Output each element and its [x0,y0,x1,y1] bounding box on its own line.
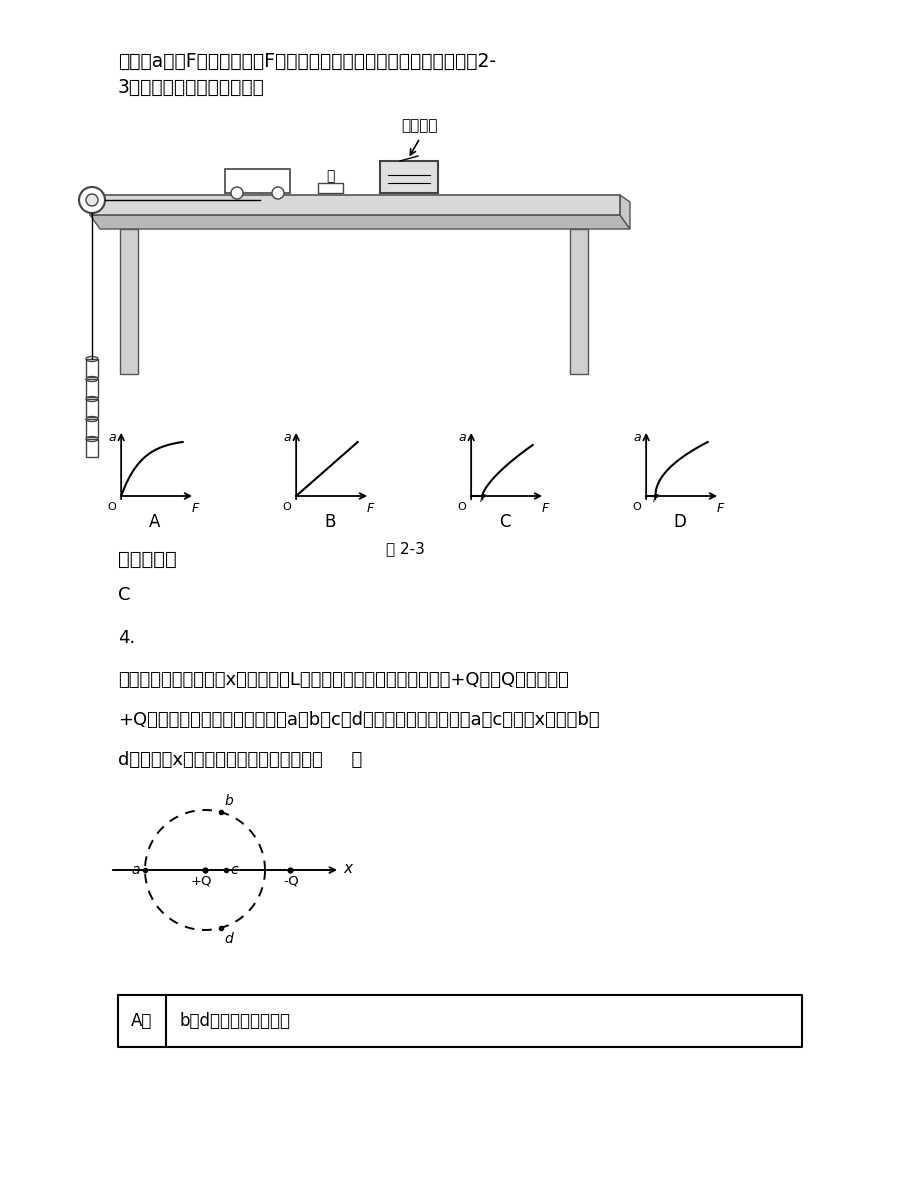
Polygon shape [90,195,619,216]
Circle shape [272,187,284,199]
Text: -Q: -Q [283,874,299,887]
Text: F: F [191,501,199,515]
Polygon shape [90,216,630,229]
Text: a: a [283,431,291,444]
Text: O: O [282,501,291,512]
Text: F: F [652,494,657,504]
Polygon shape [85,358,98,378]
Text: 4.: 4. [118,629,135,647]
Text: +Q所在点为圆心、为半径的圆，a、b、c、d是圆上的四个点，其中a、c两点在x轴上，b、: +Q所在点为圆心、为半径的圆，a、b、c、d是圆上的四个点，其中a、c两点在x轴… [118,711,599,729]
Text: 纸: 纸 [325,169,334,183]
Text: d: d [224,931,233,946]
Text: O: O [108,501,116,512]
Polygon shape [85,379,98,397]
Polygon shape [570,229,587,374]
Text: x: x [343,861,352,877]
Circle shape [231,187,243,199]
Text: +Q: +Q [190,874,211,887]
Text: 加速度a与力F的关系，其中F为用手按住车时绳对车的拉力，下列图象2-: 加速度a与力F的关系，其中F为用手按住车时绳对车的拉力，下列图象2- [118,52,495,71]
Text: C: C [118,586,130,604]
Text: b、d两点处的电势相同: b、d两点处的电势相同 [180,1012,290,1030]
Text: 3能表示该同学实验结果的是: 3能表示该同学实验结果的是 [118,77,265,96]
Polygon shape [85,439,98,457]
Polygon shape [318,183,343,193]
Text: B: B [324,513,335,531]
Circle shape [79,187,105,213]
Text: a: a [131,863,140,877]
Circle shape [85,194,98,206]
Text: C: C [499,513,510,531]
Text: a: a [108,431,116,444]
Text: 图 2-3: 图 2-3 [385,541,424,556]
Text: a: a [458,431,466,444]
Text: a: a [633,431,641,444]
Text: 参考答案：: 参考答案： [118,550,176,569]
Text: D: D [673,513,686,531]
Text: A: A [149,513,161,531]
Text: O: O [457,501,466,512]
Polygon shape [380,161,437,193]
Text: F: F [479,494,484,504]
Text: d两点关于x轴对称。下列判断正确的是（     ）: d两点关于x轴对称。下列判断正确的是（ ） [118,752,362,769]
Polygon shape [119,229,138,374]
Text: c: c [230,863,237,877]
Text: F: F [716,501,723,515]
Polygon shape [85,419,98,437]
Text: O: O [631,501,641,512]
Text: b: b [224,794,233,807]
Polygon shape [619,195,630,229]
Text: F: F [540,501,548,515]
Polygon shape [85,399,98,417]
Polygon shape [225,169,289,193]
Text: （多选）如图所示，在x轴上相距为L的两点固定两个等量异种点电荷+Q、－Q，虚线是以: （多选）如图所示，在x轴上相距为L的两点固定两个等量异种点电荷+Q、－Q，虚线是… [118,671,568,690]
Text: 电源插头: 电源插头 [402,118,437,133]
Text: F: F [366,501,373,515]
Text: A．: A． [131,1012,153,1030]
